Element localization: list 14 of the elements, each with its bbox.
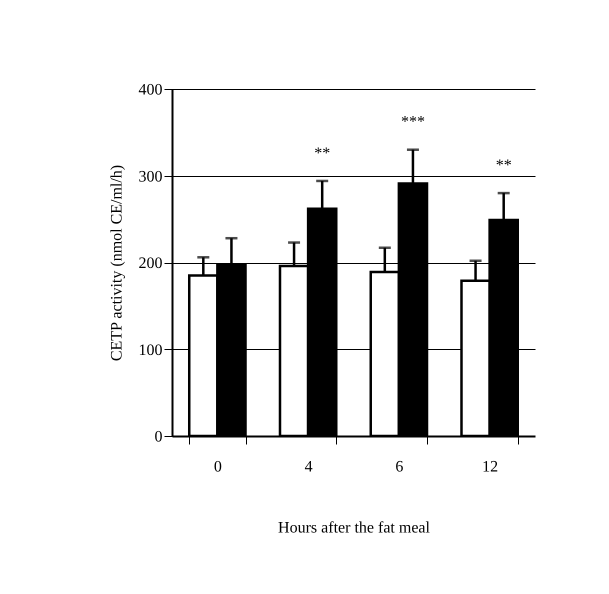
y-tick-label: 200 xyxy=(138,255,162,272)
y-axis-title: CETP activity (nmol CE/ml/h) xyxy=(108,164,126,362)
y-tick-label: 300 xyxy=(138,168,162,186)
x-tick-label: 6 xyxy=(395,458,404,476)
annotation: *** xyxy=(400,114,425,131)
y-tick-label: 0 xyxy=(154,428,162,446)
x-tick-label: 0 xyxy=(214,458,222,476)
annotation: ** xyxy=(496,157,512,174)
y-tick-label: 100 xyxy=(138,342,162,359)
annotation: ** xyxy=(314,144,330,162)
x-axis-title: Hours after the fat meal xyxy=(278,520,431,536)
y-tick-label: 400 xyxy=(138,82,162,98)
x-tick-label: 12 xyxy=(482,458,498,476)
x-tick-label: 4 xyxy=(304,458,313,476)
